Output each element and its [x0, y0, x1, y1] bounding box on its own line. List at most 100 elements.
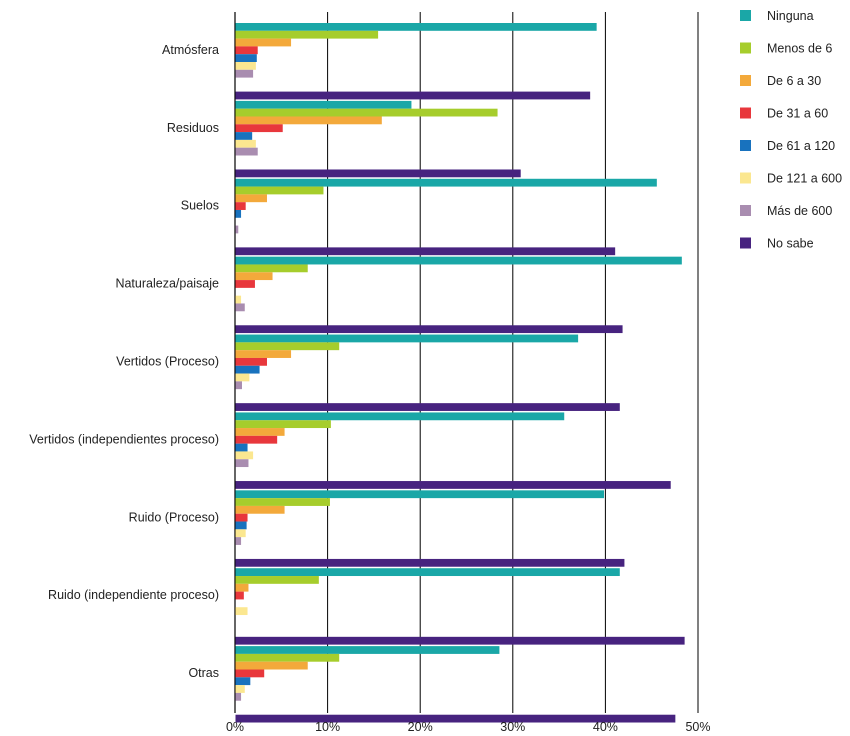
x-tick-labels: 0% 10% 20% 30% 40% 50% [226, 720, 711, 734]
x-tick-label: 20% [408, 720, 433, 734]
bar [235, 403, 620, 411]
bar [235, 558, 625, 567]
bar [235, 264, 308, 273]
legend-label: No sabe [767, 237, 814, 251]
bar [235, 498, 330, 506]
x-tick-label: 10% [315, 720, 340, 734]
bar [235, 428, 285, 436]
bar [235, 69, 254, 78]
bar [235, 91, 591, 100]
bar [235, 646, 500, 654]
bar [235, 591, 244, 600]
legend-label: De 31 a 60 [767, 107, 828, 121]
bar [235, 381, 242, 390]
bar [235, 247, 616, 256]
bar [235, 325, 623, 334]
bar [235, 521, 247, 530]
bar [235, 420, 331, 429]
bar [235, 100, 412, 109]
bar [235, 147, 258, 156]
bar [235, 357, 267, 366]
bar [235, 636, 685, 645]
bar [235, 108, 498, 117]
bar [235, 692, 242, 701]
bar [235, 412, 565, 421]
bar [235, 132, 253, 140]
bar [235, 202, 246, 210]
legend-label: De 121 a 600 [767, 172, 842, 186]
category-label: Ruido (Proceso) [129, 510, 219, 524]
category-label: Otras [188, 666, 219, 680]
bar [235, 481, 671, 489]
bar [235, 116, 382, 125]
bar [235, 209, 242, 218]
bar [235, 30, 379, 39]
legend-label: Más de 600 [767, 204, 832, 218]
legend-label: Menos de 6 [767, 42, 832, 56]
bar [235, 303, 245, 312]
bar [235, 169, 521, 178]
legend-label: De 61 a 120 [767, 139, 835, 153]
bar [235, 490, 605, 499]
x-tick-label: 50% [685, 720, 710, 734]
bar [235, 607, 248, 616]
legend-swatch [740, 172, 751, 184]
category-label: Atmósfera [162, 43, 219, 57]
legend-label: De 6 a 30 [767, 74, 821, 88]
bar [235, 653, 340, 662]
bar [235, 38, 292, 47]
grid-lines [234, 12, 699, 713]
bar [235, 256, 682, 265]
bar [235, 568, 620, 577]
legend-label: Ninguna [767, 9, 814, 23]
bar [235, 451, 254, 460]
x-tick-label: 0% [226, 720, 244, 734]
bar [235, 435, 278, 444]
bar [235, 677, 251, 686]
category-label: Suelos [181, 199, 219, 213]
category-label: Vertidos (Proceso) [116, 355, 219, 369]
bar [235, 334, 579, 343]
bar [235, 295, 242, 304]
category-labels: Atmósfera Residuos Suelos Naturaleza/paisaj… [29, 43, 219, 680]
bar [235, 373, 250, 382]
bar [235, 280, 255, 288]
category-label: Vertidos (independientes proceso) [29, 432, 219, 446]
bar [235, 124, 283, 133]
bar [235, 685, 245, 693]
legend-swatch [740, 107, 751, 119]
legend-swatch [740, 75, 751, 86]
bar [235, 225, 239, 234]
legend-swatch [740, 205, 751, 216]
bar [235, 529, 246, 538]
bar [235, 505, 285, 514]
bar [235, 459, 249, 468]
bar [235, 46, 258, 55]
bar [235, 669, 265, 678]
x-tick-label: 40% [593, 720, 618, 734]
legend-swatch [740, 42, 751, 54]
legend-swatch [740, 237, 751, 249]
bar [235, 576, 319, 584]
bar [235, 443, 248, 452]
bar [235, 139, 256, 148]
bars-group [235, 23, 685, 723]
bar [235, 23, 597, 31]
bar [235, 178, 657, 187]
x-tick-label: 30% [500, 720, 525, 734]
legend-swatch [740, 140, 751, 151]
bar [235, 583, 249, 592]
legend: Ninguna Menos de 6 De 6 a 30 De 31 a 60 De 6… [740, 9, 842, 251]
bar [235, 342, 340, 351]
bar [235, 661, 308, 670]
category-label: Naturaleza/paisaje [115, 277, 219, 291]
bar [235, 272, 273, 281]
bar [235, 537, 242, 545]
bar [235, 54, 257, 62]
bar [235, 62, 256, 70]
bar [235, 513, 248, 522]
category-label: Residuos [167, 121, 219, 135]
category-label: Ruido (independiente proceso) [48, 588, 219, 602]
bar [235, 186, 324, 195]
